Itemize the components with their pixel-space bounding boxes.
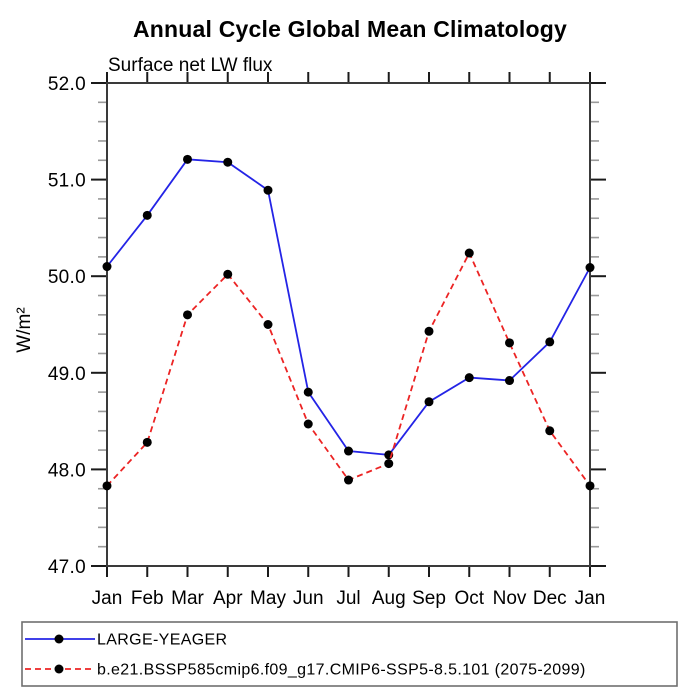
x-tick-label: Dec xyxy=(533,588,567,609)
data-point-marker xyxy=(545,426,555,436)
data-point-marker xyxy=(102,481,112,491)
x-tick-label: Jan xyxy=(92,588,123,609)
x-tick-label: Aug xyxy=(372,588,406,609)
data-point-marker xyxy=(223,269,233,279)
x-tick-label: Mar xyxy=(171,588,204,609)
y-tick-label: 52.0 xyxy=(48,74,86,95)
data-point-marker xyxy=(223,157,233,167)
y-tick-label: 49.0 xyxy=(48,364,86,385)
x-tick-label: Sep xyxy=(412,588,446,609)
y-tick-label: 51.0 xyxy=(48,171,86,192)
data-series xyxy=(102,154,595,491)
x-tick-label: May xyxy=(250,588,286,609)
legend-marker xyxy=(54,664,64,674)
y-tick-label: 47.0 xyxy=(48,557,86,578)
plot-frame xyxy=(106,82,591,567)
data-point-marker xyxy=(142,210,152,220)
legend-entry: b.e21.BSSP585cmip6.f09_g17.CMIP6-SSP5-8.… xyxy=(25,662,586,679)
legend-marker xyxy=(54,634,64,644)
axis-ticks xyxy=(91,72,606,577)
x-tick-label: Jul xyxy=(336,588,360,609)
data-point-marker xyxy=(424,397,434,407)
x-tick-label: Nov xyxy=(493,588,527,609)
data-point-marker xyxy=(344,446,353,456)
y-axis-title: W/m² xyxy=(14,307,35,352)
data-point-marker xyxy=(505,376,514,386)
legend-label: LARGE-YEAGER xyxy=(97,632,227,649)
data-point-marker xyxy=(464,248,474,258)
data-point-marker xyxy=(585,481,595,491)
chart-subtitle: Surface net LW flux xyxy=(108,55,273,76)
y-tick-label: 50.0 xyxy=(48,267,86,288)
y-tick-label: 48.0 xyxy=(48,460,86,481)
data-point-marker xyxy=(303,387,313,397)
x-tick-label: Apr xyxy=(213,588,243,609)
legend: LARGE-YEAGER b.e21.BSSP585cmip6.f09_g17.C… xyxy=(21,621,678,687)
data-point-marker xyxy=(464,373,474,383)
series-line-0 xyxy=(106,158,591,456)
data-point-marker xyxy=(384,459,394,469)
chart-title: Annual Cycle Global Mean Climatology xyxy=(133,16,567,42)
data-point-marker xyxy=(183,154,192,164)
data-point-marker xyxy=(183,310,192,320)
x-tick-label: Jan xyxy=(575,588,606,609)
legend-entry: LARGE-YEAGER xyxy=(25,632,227,649)
data-point-marker xyxy=(344,475,353,485)
data-point-marker xyxy=(263,320,273,329)
axis-tick-labels: Jan Feb Mar Apr May Jun Jul Aug Sep Oct Nov Dec Jan 4… xyxy=(48,74,606,609)
legend-box xyxy=(21,621,678,687)
legend-label: b.e21.BSSP585cmip6.f09_g17.CMIP6-SSP5-8.… xyxy=(97,662,586,679)
x-tick-label: Jun xyxy=(293,588,324,609)
data-point-marker xyxy=(545,337,555,347)
data-point-marker xyxy=(585,263,595,273)
data-point-marker xyxy=(424,326,434,336)
data-point-marker xyxy=(142,437,152,447)
data-point-marker xyxy=(102,262,112,272)
x-tick-label: Feb xyxy=(131,588,164,609)
data-point-marker xyxy=(303,419,313,429)
x-tick-label: Oct xyxy=(454,588,484,609)
data-point-marker xyxy=(505,338,514,348)
data-point-marker xyxy=(263,185,273,195)
